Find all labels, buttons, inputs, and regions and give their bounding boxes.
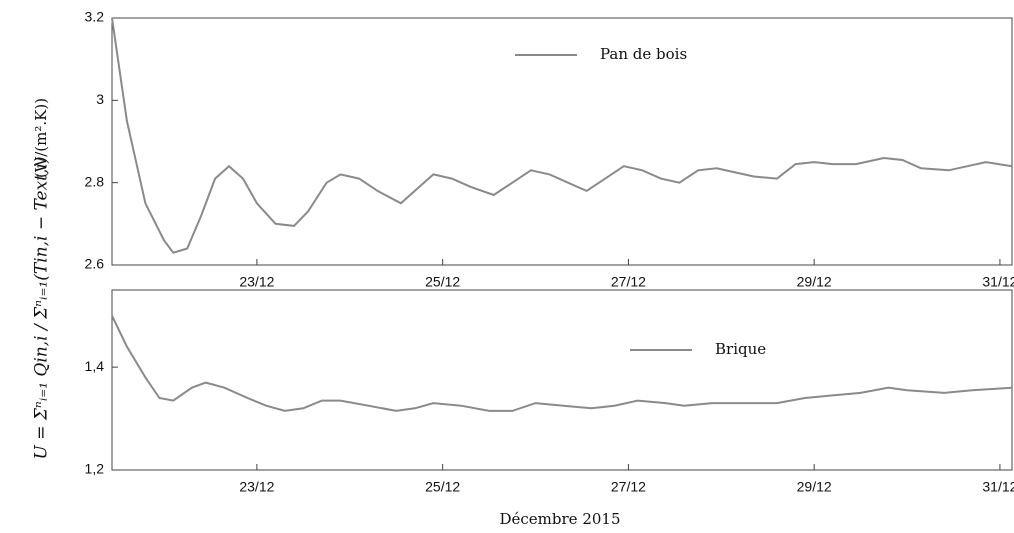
x-tick-label: 23/12 [239,274,274,290]
legend-label: Pan de bois [600,45,687,63]
x-tick-label: 29/12 [797,479,832,495]
series-line [111,315,1013,412]
x-tick-label: 29/12 [797,274,832,290]
plot-frame [111,289,1013,471]
x-tick-label: 25/12 [425,274,460,290]
x-tick-label: 31/12 [982,274,1014,290]
y-tick-label: 3.2 [85,9,105,25]
x-tick-label: 25/12 [425,479,460,495]
x-tick-label: 23/12 [239,479,274,495]
y-axis-label: U = Σⁿᵢ₌₁ Qin,i / Σⁿᵢ₌₁(Tin,i − Text,i) [32,157,52,460]
x-axis-label: Décembre 2015 [500,510,621,528]
y-axis-unit: (W/(m².K)) [32,98,50,178]
y-tick-label: 1,4 [85,358,105,374]
series-line [111,17,1013,254]
plot-frame [111,17,1013,266]
y-tick-label: 3 [96,91,104,107]
y-axis-label-group: U = Σⁿᵢ₌₁ Qin,i / Σⁿᵢ₌₁(Tin,i − Text,i) … [32,98,52,460]
y-tick-label: 2.6 [85,256,105,272]
y-tick-label: 1,2 [85,461,105,477]
x-tick-label: 27/12 [611,274,646,290]
x-tick-label: 27/12 [611,479,646,495]
x-tick-label: 31/12 [982,479,1014,495]
legend-label: Brique [715,340,766,358]
y-tick-label: 2.8 [85,173,105,189]
